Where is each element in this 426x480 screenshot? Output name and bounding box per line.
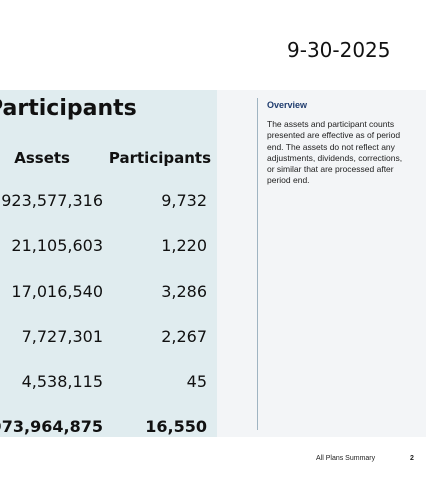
assets-column-header: Assets	[14, 149, 70, 167]
overview-title: Overview	[267, 100, 308, 110]
footer-label: All Plans Summary	[316, 455, 376, 462]
row-4-assets: 7,727,301	[21, 327, 103, 346]
summary-table: Participants Assets Participants 923,577…	[0, 90, 217, 437]
total-participants: 16,550	[145, 417, 207, 436]
row-5-assets: 4,538,115	[21, 372, 103, 391]
page-number: 2	[410, 455, 414, 462]
row-3-assets: 17,016,540	[11, 282, 103, 301]
report-date: 9-30-2025	[287, 38, 391, 62]
overview-panel: Overview The assets and participant coun…	[217, 90, 426, 437]
row-5-participants: 45	[186, 372, 207, 391]
row-4-participants: 2,267	[161, 327, 207, 346]
row-1-participants: 9,732	[161, 191, 207, 210]
row-1-assets: 923,577,316	[1, 191, 103, 210]
row-3-participants: 3,286	[161, 282, 207, 301]
overview-divider	[257, 98, 258, 430]
total-assets: 973,964,875	[0, 417, 103, 436]
row-2-participants: 1,220	[161, 236, 207, 255]
overview-text: The assets and participant counts presen…	[267, 119, 403, 186]
table-title: Participants	[0, 96, 137, 121]
participants-column-header: Participants	[108, 149, 211, 167]
row-2-assets: 21,105,603	[11, 236, 103, 255]
